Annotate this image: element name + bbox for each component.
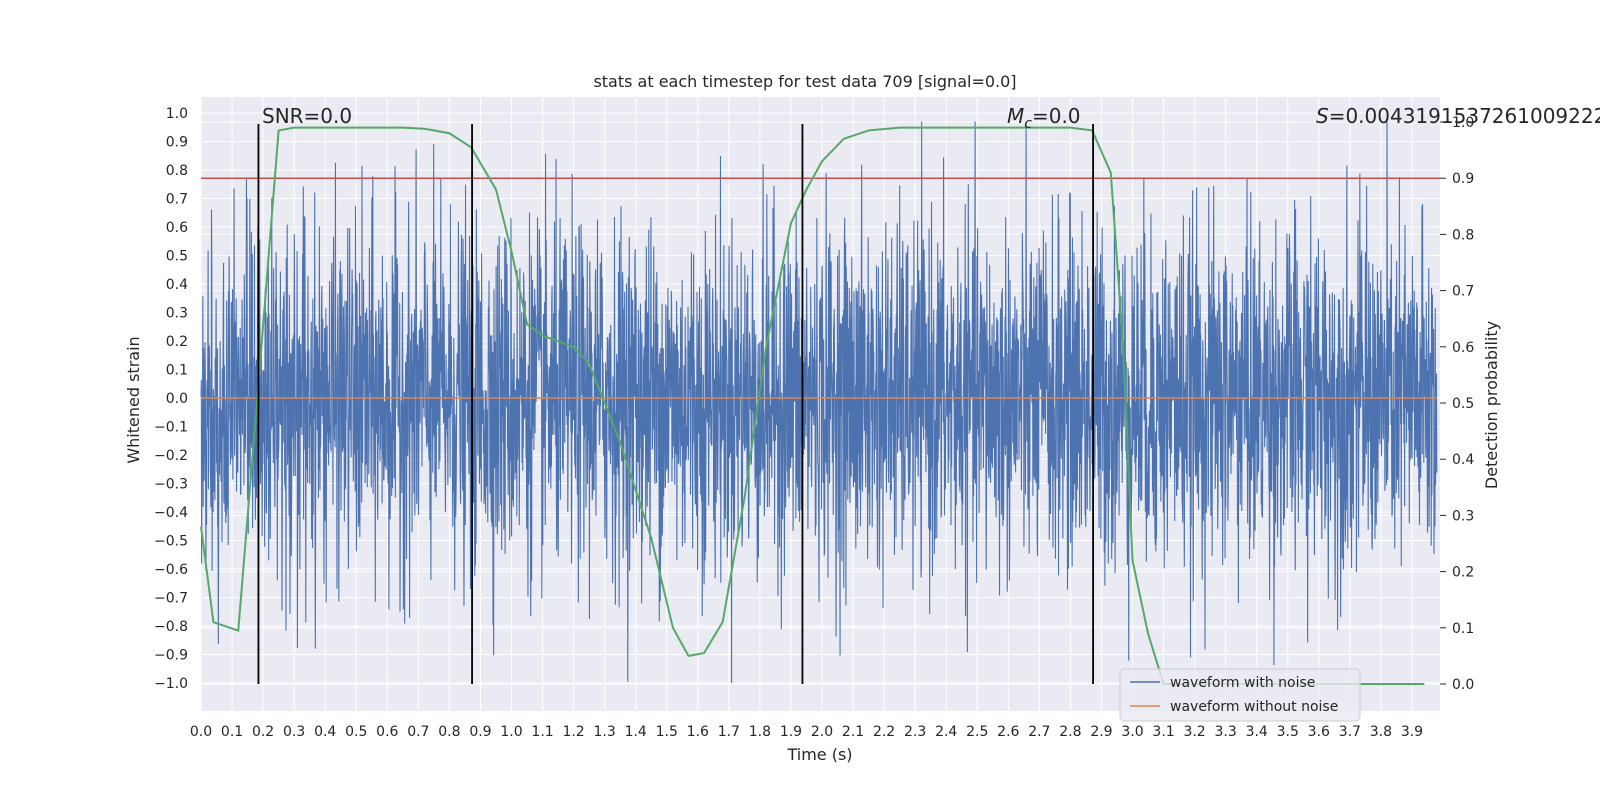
x-tick-label: 1.5: [656, 724, 678, 740]
chart-title: stats at each timestep for test data 709…: [593, 72, 1016, 91]
x-tick-label: 3.5: [1277, 724, 1299, 740]
y-tick-label: −0.9: [154, 648, 188, 664]
y-tick-label: 0.9: [166, 135, 188, 151]
y2-tick-label: 0.5: [1452, 396, 1474, 412]
x-tick-label: 0.2: [252, 724, 274, 740]
legend: waveform with noise waveform without noi…: [1119, 668, 1361, 722]
y-tick-label: −0.5: [154, 534, 188, 550]
y-tick-label: −0.1: [154, 420, 188, 436]
x-tick-label: 0.9: [469, 724, 491, 740]
chirp-mass-annotation: Mc=0.0: [1007, 104, 1081, 132]
y-tick-label: 0.6: [166, 220, 188, 236]
x-tick-label: 0.6: [376, 724, 398, 740]
y2-tick-label: 0.2: [1452, 565, 1474, 581]
legend-box: [1119, 668, 1361, 722]
y-axis-label: Whitened strain: [124, 336, 143, 463]
event-markers: [257, 124, 1094, 684]
x-tick-label: 1.3: [594, 724, 616, 740]
y-tick-label: 0.7: [166, 192, 188, 208]
y-tick-label: −0.7: [154, 591, 188, 607]
x-tick-label: 2.2: [873, 724, 895, 740]
y-tick-label: 0.4: [166, 277, 188, 293]
x-tick-label: 0.4: [314, 724, 336, 740]
x-tick-label: 2.9: [1090, 724, 1112, 740]
y-tick-label: 0.3: [166, 306, 188, 322]
legend-label-noise: waveform with noise: [1170, 675, 1315, 691]
y-tick-labels: −1.0 −0.9 −0.8 −0.7 −0.6 −0.5 −0.4 −0.3 −0.2 −0.1…: [154, 106, 188, 692]
snr-annotation: SNR=0.0: [262, 104, 352, 128]
x-tick-label: 0.7: [407, 724, 429, 740]
x-tick-label: 3.0: [1121, 724, 1143, 740]
x-tick-label: 2.1: [842, 724, 864, 740]
x-tick-label: 2.4: [935, 724, 957, 740]
y2-tick-label: 0.0: [1452, 677, 1474, 693]
x-tick-label: 2.8: [1059, 724, 1081, 740]
x-tick-label: 1.4: [625, 724, 647, 740]
x-tick-label: 1.2: [562, 724, 584, 740]
chirp-mass-symbol: M: [1007, 104, 1024, 128]
x-tick-label: 3.9: [1401, 724, 1423, 740]
y-tick-label: −0.6: [154, 562, 188, 578]
x-tick-label: 2.6: [997, 724, 1019, 740]
x-tick-label: 1.8: [749, 724, 771, 740]
x-tick-label: 3.4: [1246, 724, 1268, 740]
x-tick-label: 2.5: [966, 724, 988, 740]
probability-trace: [200, 126, 1425, 685]
x-tick-label: 1.1: [531, 724, 553, 740]
x-tick-label: 3.6: [1308, 724, 1330, 740]
y-tick-label: 0.8: [166, 163, 188, 179]
y-tick-label: −0.8: [154, 619, 188, 635]
x-tick-label: 3.8: [1370, 724, 1392, 740]
s-symbol: S: [1316, 104, 1329, 128]
x-tick-labels: 0.0 0.1 0.2 0.3 0.4 0.5 0.6 0.7 0.8 0.9 1.0 1.1 1.2 1…: [190, 724, 1423, 740]
x-tick-label: 1.7: [718, 724, 740, 740]
y-tick-label: 0.5: [166, 249, 188, 265]
y2-tick-label: 0.3: [1452, 508, 1474, 524]
x-tick-label: 0.0: [190, 724, 212, 740]
legend-label-clean: waveform without noise: [1170, 699, 1338, 715]
y2-tick-label: 0.8: [1452, 227, 1474, 243]
y-tick-label: 0.0: [166, 391, 188, 407]
x-tick-label: 1.9: [780, 724, 802, 740]
y-tick-label: −0.4: [154, 505, 188, 521]
x-axis-label: Time (s): [786, 745, 852, 764]
x-tick-label: 0.1: [221, 724, 243, 740]
y-tick-label: 1.0: [166, 106, 188, 122]
x-tick-label: 2.3: [904, 724, 926, 740]
y2-tick-label: 0.9: [1452, 171, 1474, 187]
chirp-mass-value: =0.0: [1032, 104, 1081, 128]
y-tick-label: −0.3: [154, 477, 188, 493]
y-tick-label: −1.0: [154, 676, 188, 692]
y2-tick-label: 0.6: [1452, 340, 1474, 356]
y2-tick-label: 0.4: [1452, 452, 1474, 468]
series-detection-probability: [200, 126, 1425, 685]
y2-axis-label: Detection probability: [1482, 321, 1501, 489]
x-tick-label: 3.2: [1183, 724, 1205, 740]
s-value: =0.0043191537261009222: [1329, 104, 1600, 128]
series-waveform-with-noise: [200, 121, 1438, 684]
x-tick-label: 3.1: [1152, 724, 1174, 740]
x-tick-label: 1.0: [500, 724, 522, 740]
x-tick-label: 3.3: [1215, 724, 1237, 740]
y2-tick-labels: 0.0 0.1 0.2 0.3 0.4 0.5 0.6 0.7 0.8 0.9 1.0: [1440, 115, 1474, 693]
chirp-mass-subscript: c: [1024, 116, 1032, 132]
x-tick-label: 2.0: [811, 724, 833, 740]
y2-tick-label: 0.7: [1452, 284, 1474, 300]
x-tick-label: 0.3: [283, 724, 305, 740]
y-tick-label: −0.2: [154, 448, 188, 464]
y2-tick-label: 1.0: [1452, 115, 1474, 131]
x-tick-label: 0.5: [345, 724, 367, 740]
s-annotation: S=0.0043191537261009222: [1316, 104, 1600, 128]
x-tick-label: 0.8: [438, 724, 460, 740]
y2-tick-label: 0.1: [1452, 621, 1474, 637]
noise-trace: [200, 121, 1438, 684]
x-tick-label: 3.7: [1339, 724, 1361, 740]
x-tick-label: 2.7: [1028, 724, 1050, 740]
y-tick-label: 0.1: [166, 363, 188, 379]
y-tick-label: 0.2: [166, 334, 188, 350]
x-tick-label: 1.6: [687, 724, 709, 740]
